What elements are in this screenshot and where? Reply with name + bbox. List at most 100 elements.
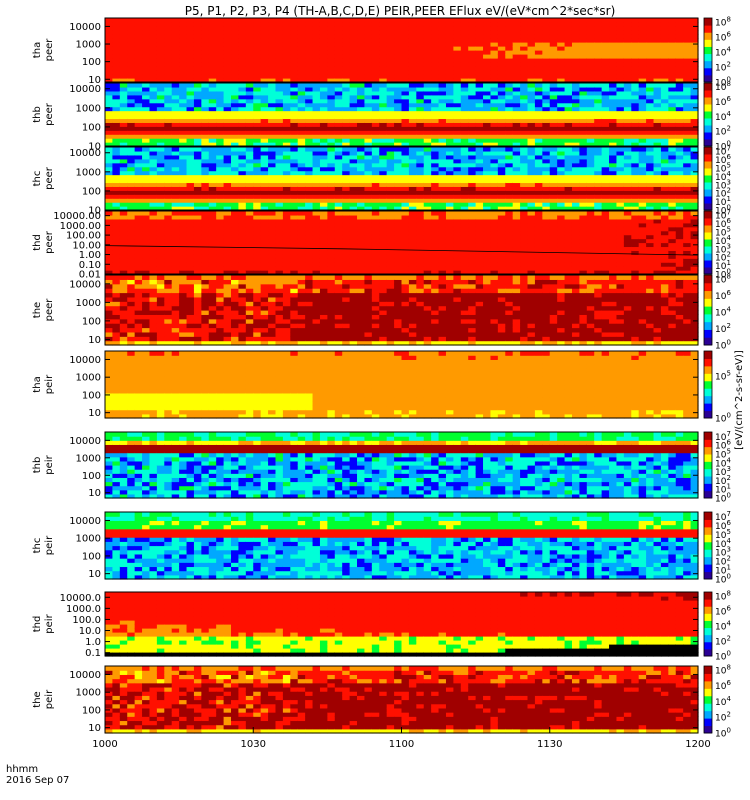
spectrogram-cell — [105, 230, 114, 236]
spectrogram-cell — [527, 86, 536, 92]
spectrogram-cell — [386, 218, 395, 224]
spectrogram-cell — [142, 66, 151, 71]
spectrogram-cell — [216, 126, 225, 131]
spectrogram-cell — [290, 250, 299, 255]
spectrogram-cell — [497, 66, 506, 71]
colorbar-tick-label: 102 — [715, 60, 731, 73]
spectrogram-cell — [460, 154, 469, 160]
spectrogram-cell — [112, 106, 121, 112]
spectrogram-cell — [364, 46, 373, 51]
spectrogram-cell — [668, 162, 677, 168]
spectrogram-cell — [342, 74, 351, 79]
spectrogram-cell — [653, 26, 662, 31]
spectrogram-cell — [260, 102, 269, 108]
spectrogram-cell — [186, 147, 195, 152]
spectrogram-cell — [534, 134, 543, 139]
spectrogram-cell — [342, 62, 351, 67]
spectrogram-cell — [549, 166, 558, 172]
spectrogram-cell — [319, 158, 328, 164]
y-tick-label: 1000 — [76, 40, 101, 51]
spectrogram-cell — [660, 194, 669, 199]
spectrogram-cell — [483, 54, 492, 59]
spectrogram-cell — [520, 170, 529, 176]
spectrogram-cell — [112, 242, 121, 248]
spectrogram-cell — [394, 54, 403, 59]
spectrogram-cell — [445, 258, 454, 263]
spectrogram-cell — [394, 130, 403, 135]
colorbar-segment — [704, 175, 712, 183]
spectrogram-cell — [497, 114, 506, 120]
spectrogram-cell — [179, 170, 188, 176]
spectrogram-cell — [357, 46, 366, 51]
spectrogram-cell — [534, 222, 543, 228]
spectrogram-cell — [297, 74, 306, 79]
colorbar-segment — [704, 39, 712, 47]
spectrogram-cell — [438, 78, 447, 83]
spectrogram-cell — [260, 262, 269, 267]
spectrogram-cell — [453, 182, 462, 187]
spectrogram-cell — [290, 114, 299, 120]
spectrogram-cell — [238, 166, 247, 172]
spectrogram-cell — [216, 262, 225, 267]
spectrogram-cell — [127, 138, 136, 143]
spectrogram-cell — [505, 258, 514, 263]
spectrogram-cell — [253, 114, 262, 120]
spectrogram-cell — [119, 94, 128, 100]
spectrogram-cell — [253, 246, 262, 251]
spectrogram-cell — [594, 206, 603, 211]
spectrogram-cell — [134, 254, 143, 259]
spectrogram-cell — [460, 142, 469, 147]
spectrogram-cell — [238, 138, 247, 143]
spectrogram-cell — [142, 83, 151, 88]
colorbar-segment — [704, 182, 712, 190]
spectrogram-cell — [208, 50, 217, 55]
spectrogram-cell — [319, 30, 328, 35]
spectrogram-cell — [594, 147, 603, 152]
spectrogram-cell — [193, 218, 202, 224]
spectrogram-cell — [282, 110, 291, 116]
spectrogram-cell — [394, 150, 403, 156]
spectrogram-cell — [342, 130, 351, 135]
spectrogram-cell — [371, 42, 380, 47]
spectrogram-cell — [371, 34, 380, 39]
spectrogram-cell — [601, 170, 610, 176]
spectrogram-cell — [105, 214, 114, 220]
spectrogram-cell — [586, 158, 595, 164]
spectrogram-cell — [512, 222, 521, 228]
spectrogram-cell — [134, 230, 143, 236]
spectrogram-cell — [156, 262, 165, 267]
spectrogram-cell — [134, 170, 143, 176]
spectrogram-cell — [438, 134, 447, 139]
spectrogram-cell — [542, 46, 551, 51]
spectrogram-cell — [134, 246, 143, 251]
spectrogram-cell — [675, 90, 684, 96]
spectrogram-cell — [549, 186, 558, 191]
spectrogram-cell — [105, 238, 114, 244]
spectrogram-cell — [357, 262, 366, 267]
spectrogram-cell — [653, 154, 662, 160]
spectrogram-cell — [490, 50, 499, 55]
spectrogram-cell — [408, 226, 417, 232]
spectrogram-cell — [357, 70, 366, 75]
spectrogram-cell — [505, 70, 514, 75]
spectrogram-cell — [245, 90, 254, 96]
spectrogram-cell — [416, 46, 425, 51]
spectrogram-cell — [327, 62, 336, 67]
spectrogram-cell — [260, 254, 269, 259]
spectrogram-cell — [401, 202, 410, 207]
spectrogram-cell — [253, 54, 262, 59]
spectrogram-cell — [105, 138, 114, 143]
spectrogram-cell — [282, 50, 291, 55]
spectrogram-cell — [297, 22, 306, 27]
spectrogram-cell — [105, 202, 114, 207]
spectrogram-cell — [342, 242, 351, 248]
spectrogram-cell — [557, 102, 566, 108]
spectrogram-cell — [527, 158, 536, 164]
spectrogram-cell — [646, 118, 655, 123]
spectrogram-cell — [319, 74, 328, 79]
spectrogram-cell — [408, 190, 417, 195]
spectrogram-cell — [245, 190, 254, 195]
spectrogram-cell — [186, 98, 195, 104]
spectrogram-cell — [668, 174, 677, 180]
spectrogram-cell — [319, 122, 328, 127]
